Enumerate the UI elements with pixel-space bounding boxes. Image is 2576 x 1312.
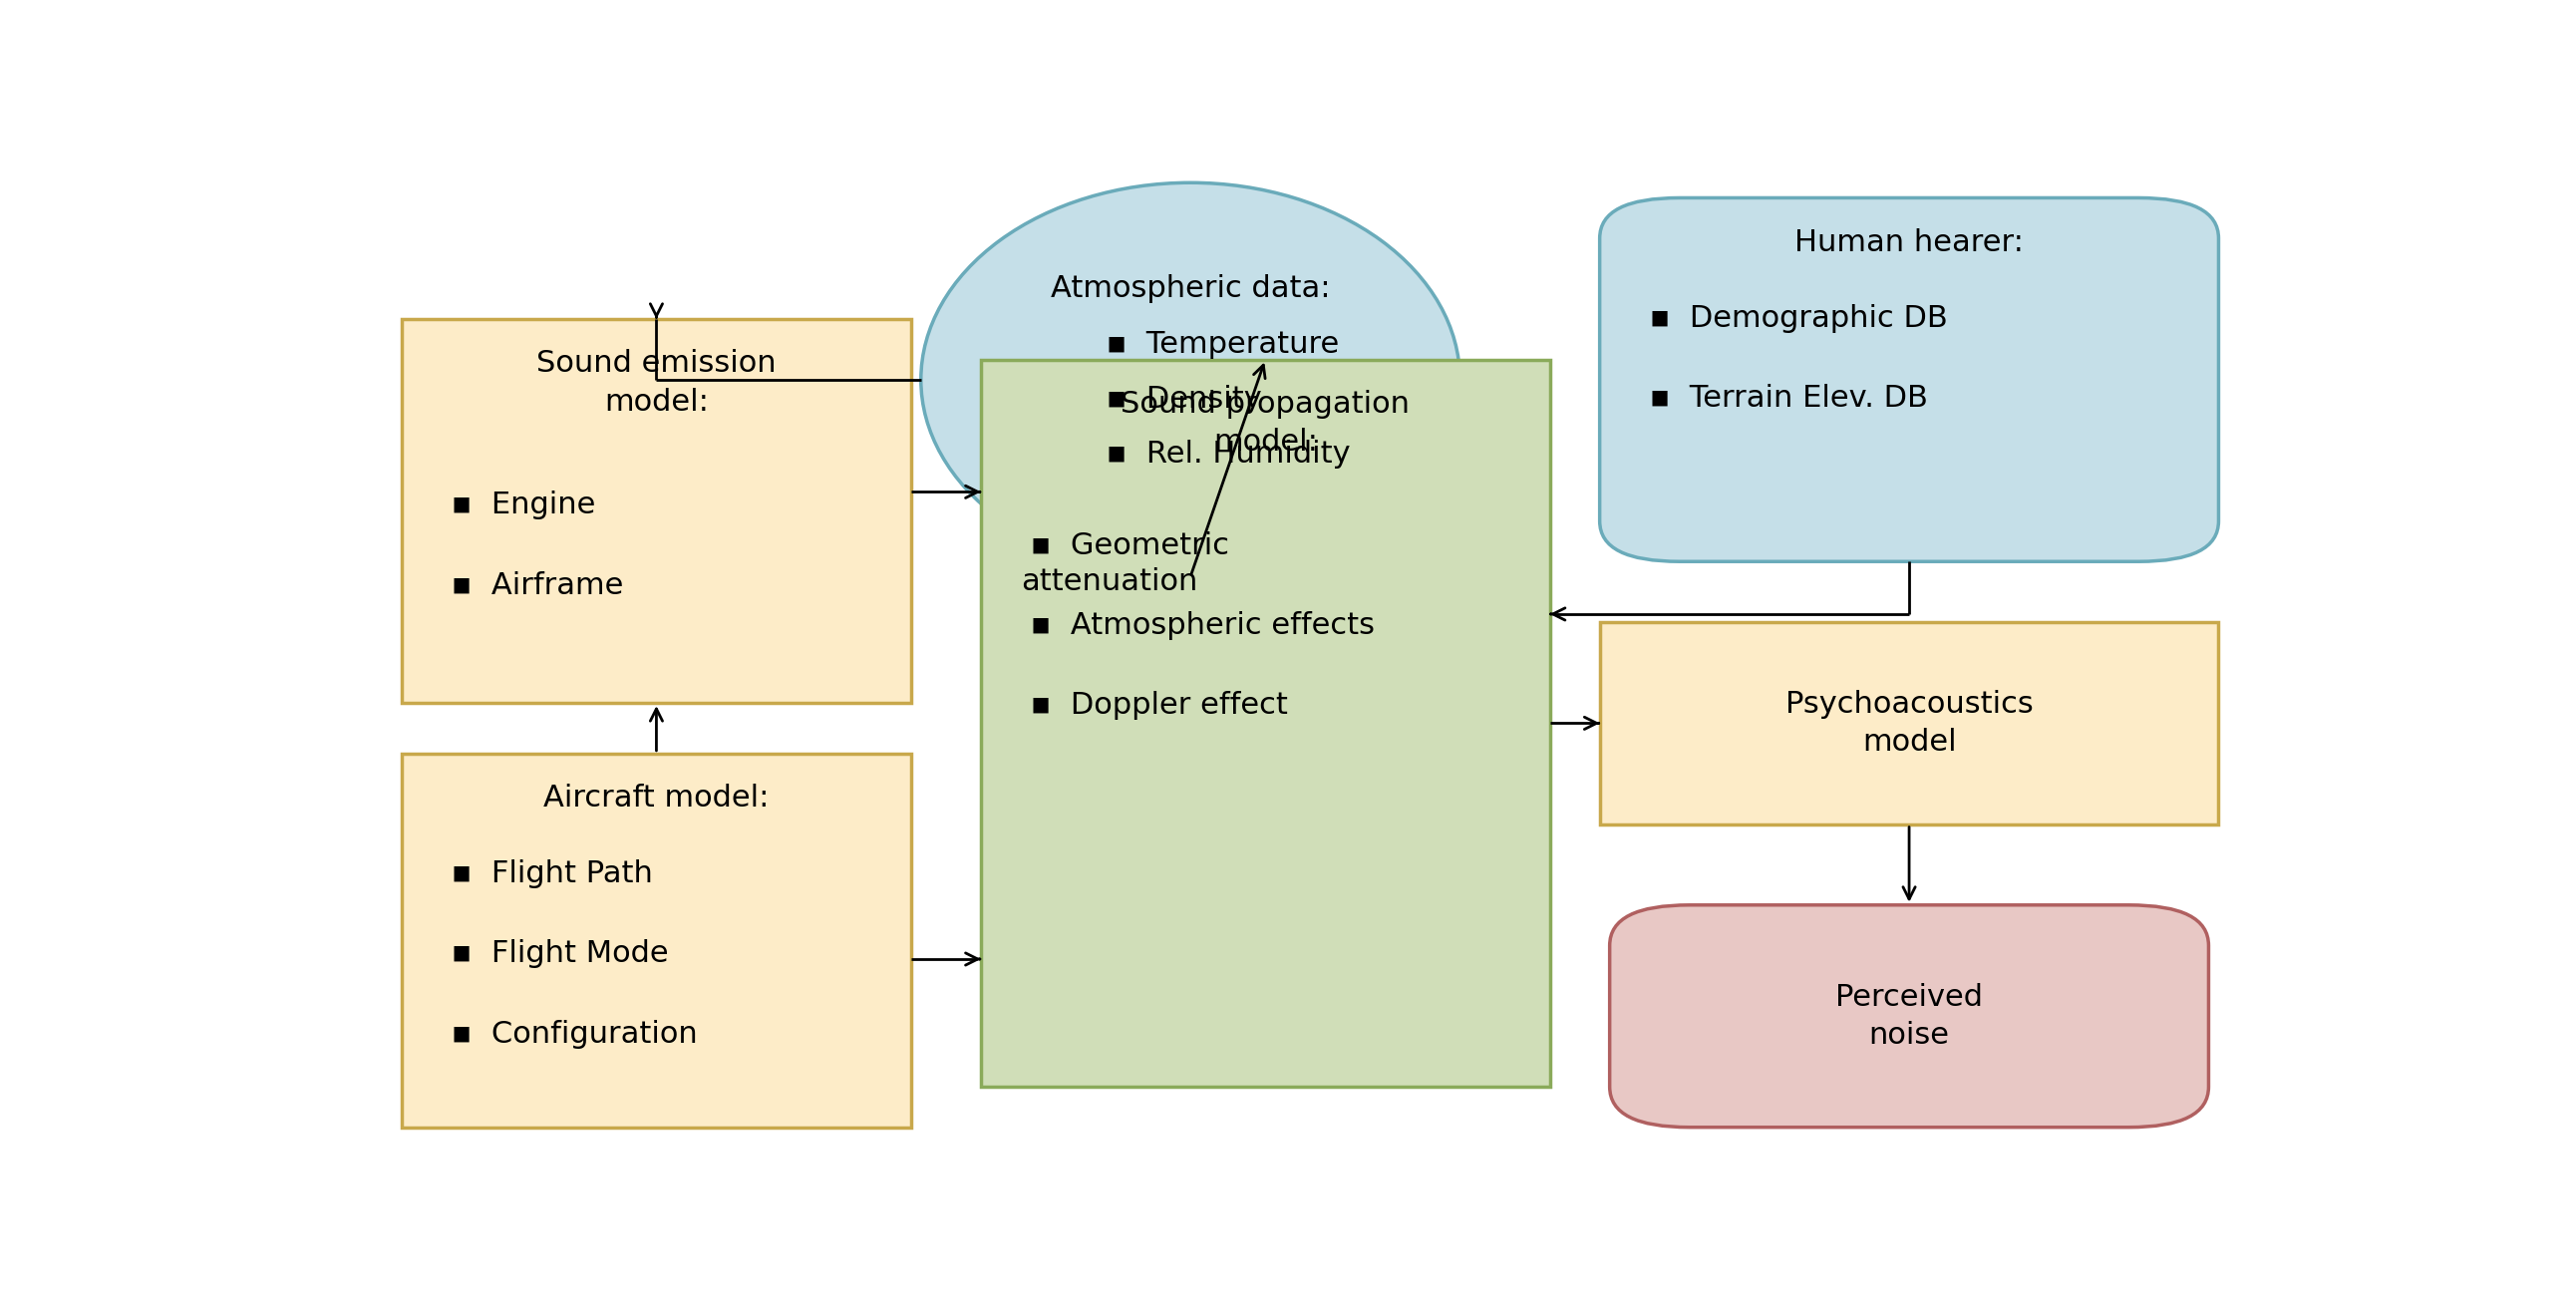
Text: ▪  Density: ▪ Density (1097, 384, 1262, 413)
Text: Human hearer:: Human hearer: (1795, 228, 2025, 257)
Text: ▪  Airframe: ▪ Airframe (443, 571, 623, 600)
FancyBboxPatch shape (1600, 198, 2218, 562)
Text: ▪  Configuration: ▪ Configuration (443, 1019, 698, 1048)
Text: ▪  Flight Path: ▪ Flight Path (443, 859, 652, 888)
Text: ▪  Rel. Humidity: ▪ Rel. Humidity (1097, 440, 1350, 468)
Text: Sound propagation
model:: Sound propagation model: (1121, 390, 1409, 457)
FancyBboxPatch shape (402, 753, 912, 1127)
FancyBboxPatch shape (402, 319, 912, 703)
Text: ▪  Terrain Elev. DB: ▪ Terrain Elev. DB (1638, 384, 1927, 413)
Text: Aircraft model:: Aircraft model: (544, 783, 770, 812)
Text: Atmospheric data:: Atmospheric data: (1051, 274, 1329, 303)
FancyBboxPatch shape (1610, 905, 2208, 1127)
Text: ▪  Engine: ▪ Engine (443, 491, 595, 520)
Text: Sound emission
model:: Sound emission model: (536, 349, 775, 416)
FancyBboxPatch shape (1600, 622, 2218, 824)
Text: ▪  Temperature: ▪ Temperature (1097, 329, 1340, 358)
Text: ▪  Atmospheric effects: ▪ Atmospheric effects (1020, 611, 1376, 640)
Text: ▪  Geometric
attenuation: ▪ Geometric attenuation (1020, 531, 1229, 596)
Text: Psychoacoustics
model: Psychoacoustics model (1785, 690, 2032, 757)
Text: Perceived
noise: Perceived noise (1834, 983, 1984, 1050)
Text: ▪  Doppler effect: ▪ Doppler effect (1020, 691, 1288, 720)
Text: ▪  Flight Mode: ▪ Flight Mode (443, 939, 670, 968)
FancyBboxPatch shape (981, 359, 1551, 1086)
Text: ▪  Demographic DB: ▪ Demographic DB (1638, 304, 1947, 333)
Ellipse shape (922, 182, 1461, 577)
